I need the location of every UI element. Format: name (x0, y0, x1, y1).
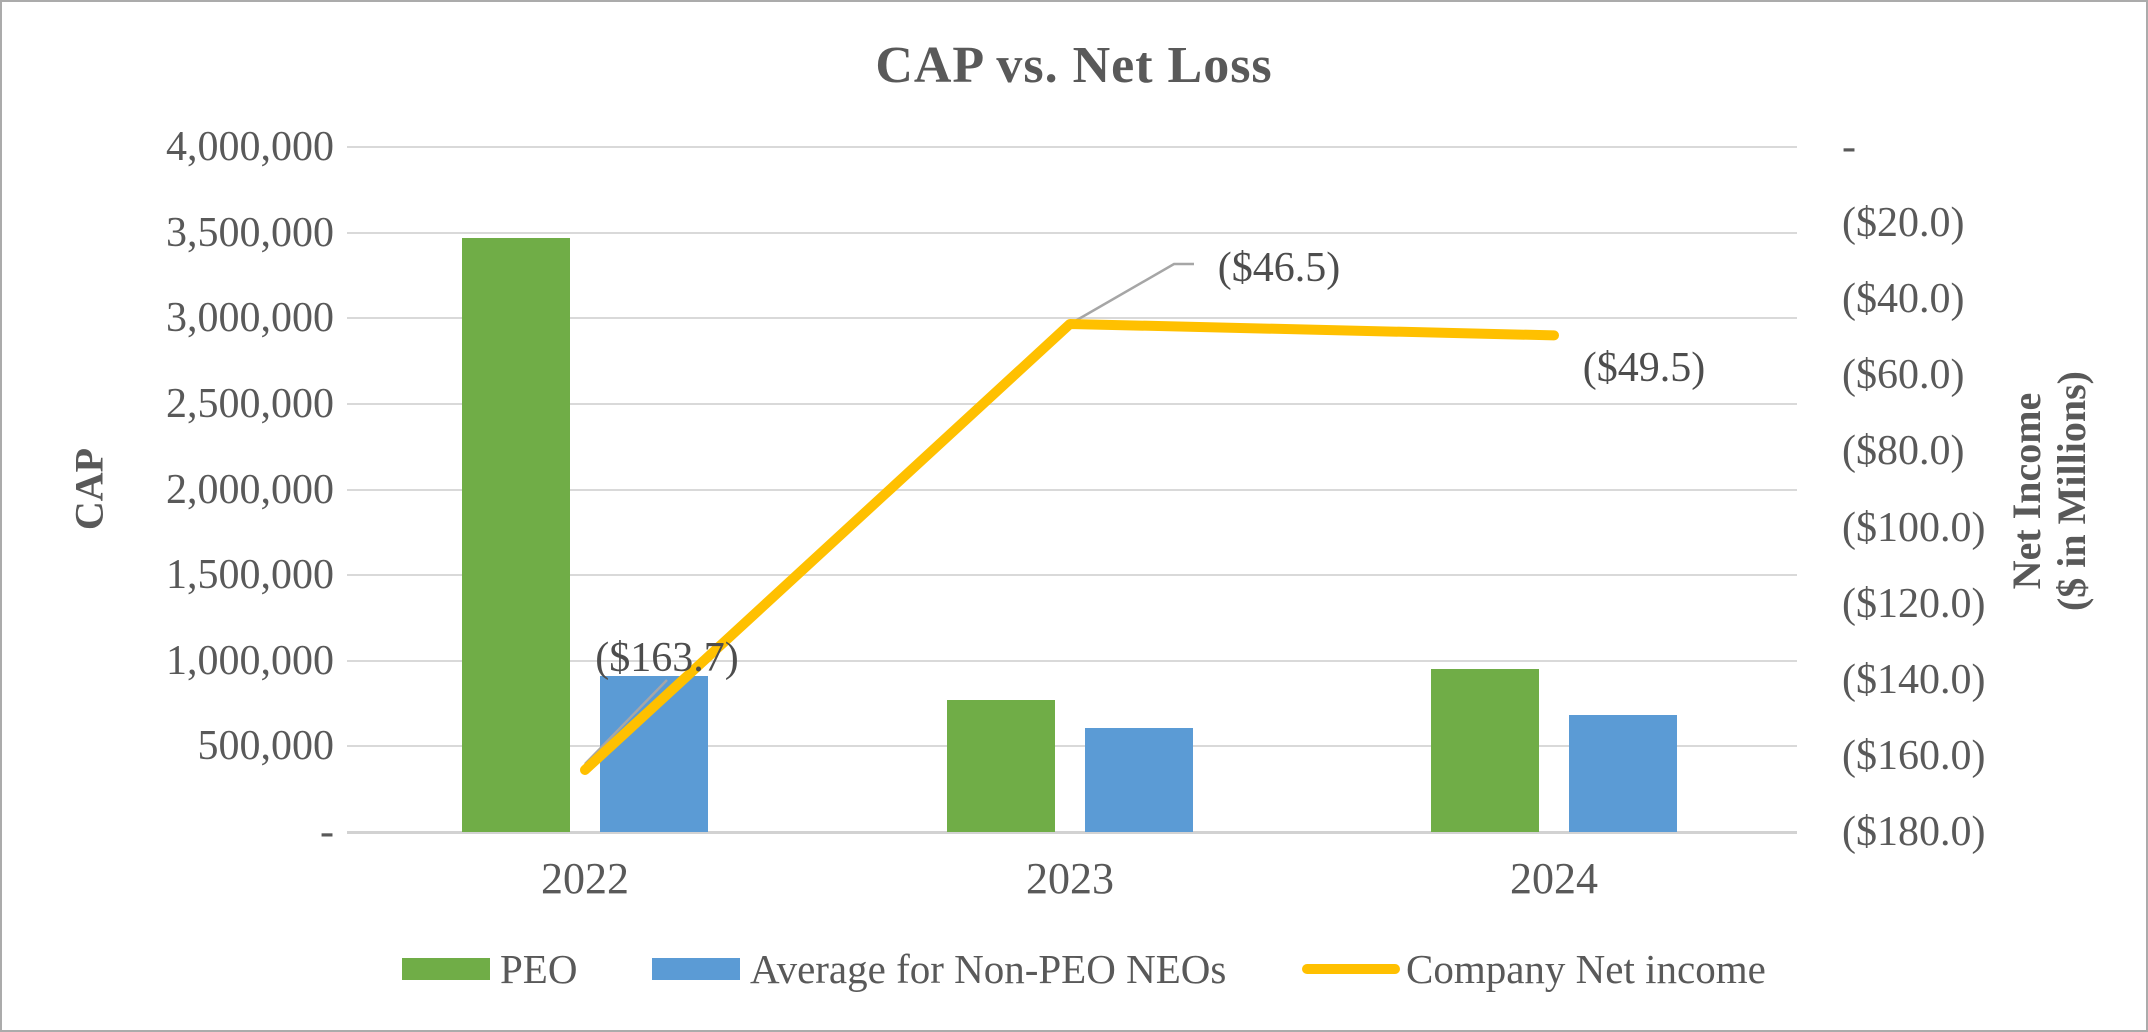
category-label-2023: 2023 (1026, 854, 1114, 903)
gridline (347, 231, 1797, 234)
right-axis-tick-label: ($100.0) (1842, 504, 1986, 551)
bar-peo-2022[interactable] (462, 237, 570, 832)
legend-label: Company Net income (1406, 946, 1766, 992)
left-axis-tick-label: - (320, 809, 334, 855)
net-income-data-label-2022: ($163.7) (595, 634, 739, 681)
x-axis-line (347, 831, 1797, 834)
net-income-data-label-2024: ($49.5) (1582, 345, 1706, 392)
right-axis-tick-label: ($20.0) (1842, 200, 1965, 247)
right-axis-tick-label: ($40.0) (1842, 276, 1965, 323)
right-axis-tick-label: ($60.0) (1842, 352, 1965, 399)
left-axis-tick-label: 1,000,000 (166, 637, 334, 684)
legend-swatch-line (1302, 964, 1400, 974)
left-axis-tick-label: 2,000,000 (166, 466, 334, 513)
right-axis-tick-label: ($80.0) (1842, 428, 1965, 475)
right-axis-tick-label: ($160.0) (1842, 732, 1986, 779)
left-axis-tick-label: 4,000,000 (166, 124, 334, 170)
right-axis-tick-label: ($140.0) (1842, 656, 1986, 703)
left-axis-tick-label: 1,500,000 (166, 552, 334, 599)
legend-item-company-net-income[interactable]: Company Net income (1302, 947, 1766, 991)
chart-title: CAP vs. Net Loss (875, 37, 1273, 94)
left-axis-tick-label: 2,500,000 (166, 380, 334, 427)
legend-label: PEO (500, 946, 578, 992)
gridline (347, 146, 1797, 148)
legend-swatch-bar (402, 958, 490, 980)
bar-nonpeo-2024[interactable] (1569, 714, 1677, 832)
left-axis-tick-label: 3,000,000 (166, 295, 334, 342)
legend-swatch-bar (652, 958, 740, 980)
right-axis-tick-label: ($120.0) (1842, 580, 1986, 627)
right-axis-tick-label: - (1842, 124, 1856, 170)
net-income-data-label-2023: ($46.5) (1217, 244, 1341, 291)
left-axis-tick-label: 500,000 (197, 723, 335, 770)
legend-label: Average for Non-PEO NEOs (750, 946, 1227, 992)
legend-item-peo[interactable]: PEO (402, 947, 577, 991)
category-label-2024: 2024 (1510, 854, 1598, 903)
category-label-2022: 2022 (541, 854, 629, 903)
legend-item-average-for-non-peo-neos[interactable]: Average for Non-PEO NEOs (652, 947, 1226, 991)
right-axis-tick-label: ($180.0) (1842, 809, 1986, 855)
left-axis-tick-label: 3,500,000 (166, 209, 334, 256)
